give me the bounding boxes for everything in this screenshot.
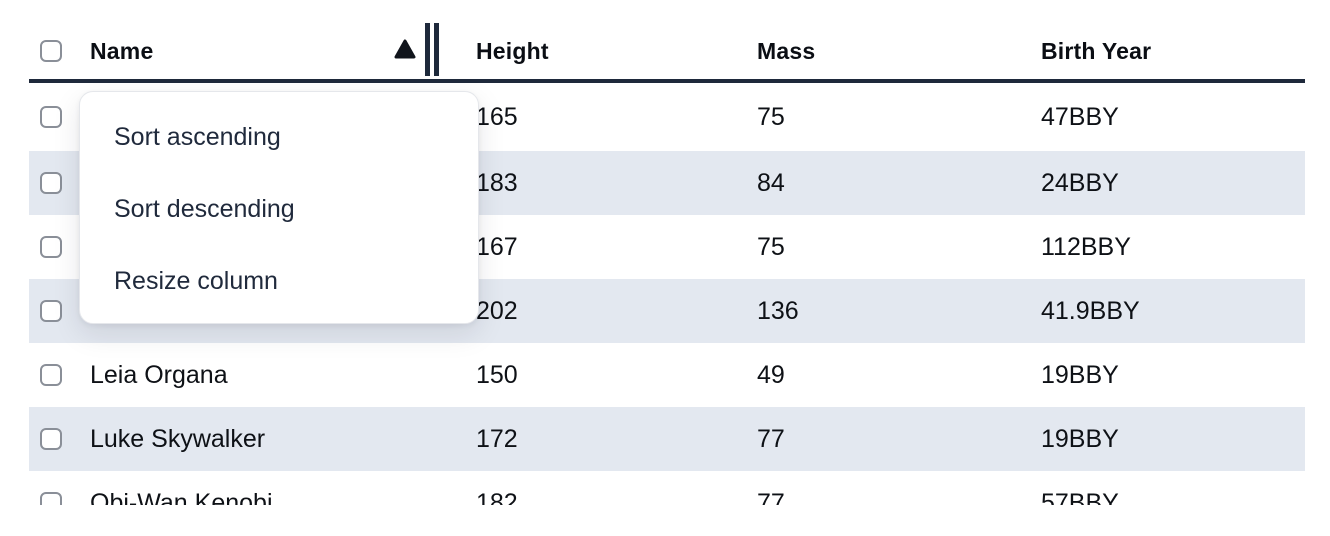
cell-birth-year: 19BBY — [1041, 424, 1119, 453]
cell-height: 183 — [476, 168, 518, 197]
cell-name: Leia Organa — [90, 360, 228, 389]
cell-mass: 75 — [757, 232, 785, 261]
cell-mass: 84 — [757, 168, 785, 197]
column-header-name-label: Name — [90, 37, 154, 64]
table-row: Luke Skywalker 172 77 19BBY — [29, 407, 1305, 471]
table-row: 165 75 47BBY — [29, 83, 1305, 151]
table-row: 167 75 112BBY — [29, 215, 1305, 279]
cell-birth-year: 112BBY — [1041, 232, 1131, 261]
row-checkbox[interactable] — [40, 428, 62, 450]
cell-name: Luke Skywalker — [90, 424, 266, 453]
menu-item-resize-column[interactable]: Resize column — [114, 266, 278, 295]
row-checkbox[interactable] — [40, 492, 62, 505]
table-row: Obi-Wan Kenobi 182 77 57BBY — [29, 471, 1305, 505]
cell-name: Obi-Wan Kenobi — [90, 488, 273, 506]
column-context-menu: Sort ascending Sort descending Resize co… — [79, 91, 479, 324]
cell-mass: 75 — [757, 102, 785, 131]
cell-birth-year: 19BBY — [1041, 360, 1119, 389]
cell-mass: 77 — [757, 424, 785, 453]
cell-height: 202 — [476, 296, 518, 325]
cell-mass: 136 — [757, 296, 799, 325]
cell-birth-year: 41.9BBY — [1041, 296, 1140, 325]
row-checkbox[interactable] — [40, 236, 62, 258]
column-header-birth-year[interactable]: Birth Year — [1041, 37, 1152, 64]
column-resize-handle-icon[interactable] — [425, 23, 439, 76]
cell-height: 182 — [476, 488, 518, 506]
cell-height: 172 — [476, 424, 518, 453]
menu-item-sort-ascending[interactable]: Sort ascending — [114, 122, 281, 151]
column-header-name[interactable]: Name — [29, 38, 476, 65]
cell-height: 167 — [476, 232, 518, 261]
cell-birth-year: 24BBY — [1041, 168, 1119, 197]
table-header-row: Name Height Mass Birth Year — [29, 0, 1305, 83]
column-header-height[interactable]: Height — [476, 37, 549, 64]
cell-height: 165 — [476, 102, 518, 131]
row-checkbox[interactable] — [40, 364, 62, 386]
table-row: Leia Organa 150 49 19BBY — [29, 343, 1305, 407]
resize-bar-left — [425, 23, 430, 76]
cell-height: 150 — [476, 360, 518, 389]
select-all-checkbox[interactable] — [40, 40, 62, 62]
resize-bar-right — [434, 23, 439, 76]
row-checkbox[interactable] — [40, 106, 62, 128]
row-checkbox[interactable] — [40, 300, 62, 322]
cell-mass: 49 — [757, 360, 785, 389]
row-checkbox[interactable] — [40, 172, 62, 194]
sort-ascending-icon — [393, 37, 417, 61]
menu-item-sort-descending[interactable]: Sort descending — [114, 194, 295, 223]
cell-birth-year: 57BBY — [1041, 488, 1119, 506]
cell-birth-year: 47BBY — [1041, 102, 1119, 131]
column-header-mass[interactable]: Mass — [757, 37, 816, 64]
cell-mass: 77 — [757, 488, 785, 506]
